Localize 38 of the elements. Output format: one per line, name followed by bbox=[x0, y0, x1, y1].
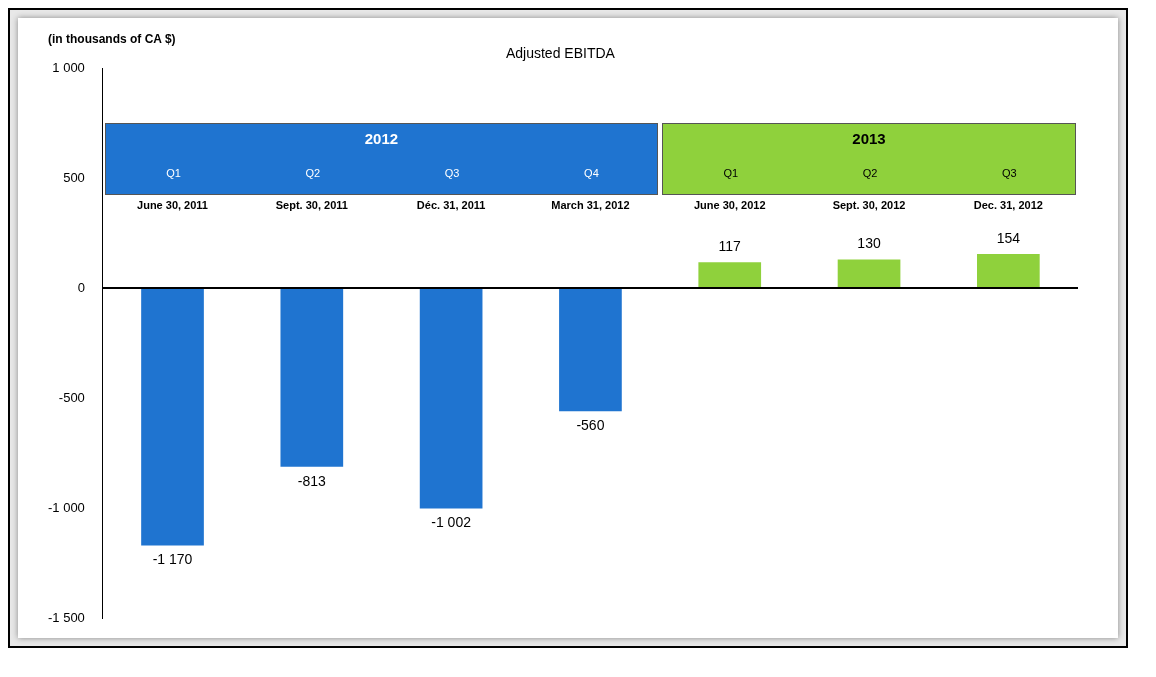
annotation: Q1 bbox=[166, 166, 181, 179]
y-tick-label: -500 bbox=[58, 389, 85, 405]
data-label: -813 bbox=[297, 472, 327, 489]
bar bbox=[837, 259, 901, 288]
x-tick-label: March 31, 2012 bbox=[551, 199, 630, 212]
y-tick-label: 500 bbox=[63, 169, 85, 185]
annotation: Q3 bbox=[1001, 166, 1017, 179]
bar bbox=[280, 288, 344, 467]
data-label: -560 bbox=[576, 417, 605, 434]
x-tick-label: June 30, 2011 bbox=[137, 199, 208, 212]
data-label: -1 170 bbox=[152, 551, 193, 568]
annotation: 2012 bbox=[363, 130, 400, 147]
y-tick-label: 0 bbox=[77, 279, 85, 295]
bar bbox=[141, 288, 204, 546]
bar bbox=[977, 254, 1040, 288]
x-tick-label: Sept. 30, 2012 bbox=[832, 199, 906, 212]
y-axis-title: (in thousands of CA $) bbox=[48, 32, 176, 47]
annotation: Q1 bbox=[723, 166, 739, 179]
y-tick-label: -1 000 bbox=[47, 499, 85, 515]
x-tick-label: Sept. 30, 2011 bbox=[275, 199, 348, 212]
bar bbox=[419, 288, 483, 509]
annotation: 2013 bbox=[851, 130, 887, 147]
annotation: Q2 bbox=[305, 166, 321, 179]
data-label: 117 bbox=[718, 238, 742, 255]
x-tick-label: June 30, 2012 bbox=[693, 199, 766, 212]
annotation: Q2 bbox=[862, 166, 878, 179]
data-label: 154 bbox=[996, 229, 1021, 246]
data-label: 130 bbox=[857, 235, 881, 252]
annotation: Q3 bbox=[444, 166, 460, 179]
x-tick-label: Dec. 31, 2012 bbox=[973, 199, 1043, 212]
x-tick-label: Déc. 31, 2011 bbox=[416, 199, 486, 212]
y-tick-label: 1 000 bbox=[52, 59, 85, 75]
y-tick-label: -1 500 bbox=[47, 609, 85, 625]
chart-title: Adjusted EBITDA bbox=[505, 44, 616, 61]
annotation: Q4 bbox=[584, 166, 599, 179]
bar bbox=[698, 262, 762, 288]
data-label: -1 002 bbox=[431, 514, 472, 531]
bar bbox=[559, 288, 622, 412]
